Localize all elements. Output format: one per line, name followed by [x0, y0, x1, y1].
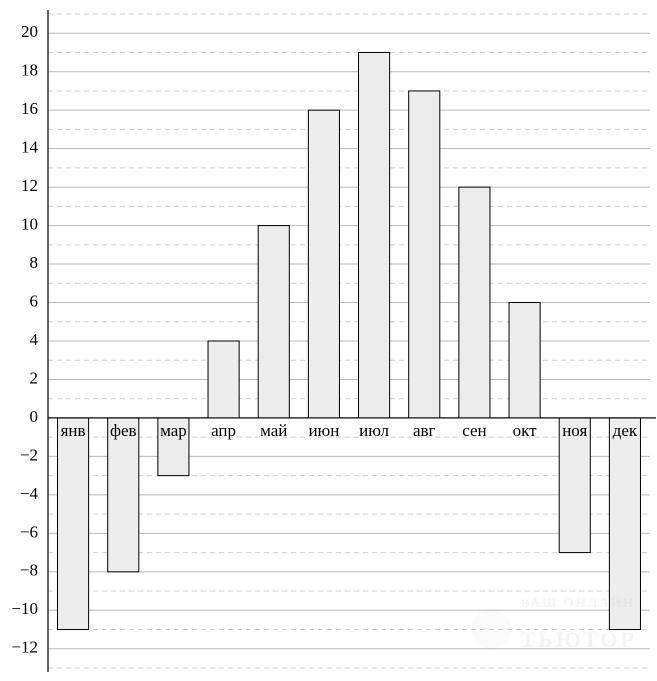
- y-tick-label: −12: [11, 638, 38, 657]
- bar: [108, 418, 139, 572]
- x-tick-label: янв: [61, 421, 86, 440]
- y-tick-label: 20: [21, 22, 38, 41]
- y-tick-label: 14: [21, 138, 39, 157]
- y-tick-label: 18: [21, 61, 38, 80]
- bar: [208, 341, 239, 418]
- y-tick-label: −6: [20, 522, 38, 541]
- x-tick-label: авг: [413, 421, 436, 440]
- y-tick-label: −10: [11, 599, 38, 618]
- x-tick-label: дек: [613, 421, 638, 440]
- x-tick-label: май: [260, 421, 287, 440]
- y-tick-label: 10: [21, 214, 38, 233]
- x-tick-label: мар: [160, 421, 187, 440]
- y-tick-label: −4: [20, 484, 39, 503]
- y-tick-label: 0: [30, 407, 39, 426]
- y-tick-label: 2: [30, 368, 39, 387]
- bar: [609, 418, 640, 630]
- bar: [258, 226, 289, 418]
- bar: [308, 110, 339, 418]
- y-tick-label: 12: [21, 176, 38, 195]
- x-tick-label: окт: [513, 421, 538, 440]
- chart-svg: −12 −10 −8 −6 −4 −2 0 2 4 6 8 10 12 14 16 18 20 янв фев мар…: [0, 0, 657, 681]
- x-tick-label: сен: [462, 421, 486, 440]
- x-tick-label: апр: [211, 421, 236, 440]
- y-tick-label: 8: [30, 253, 39, 272]
- bar: [509, 303, 540, 418]
- temperature-bar-chart: −12 −10 −8 −6 −4 −2 0 2 4 6 8 10 12 14 16 18 20 янв фев мар…: [0, 0, 657, 681]
- x-tick-label: фев: [110, 421, 137, 440]
- bar: [58, 418, 89, 630]
- bar: [359, 52, 390, 417]
- y-tick-label: −8: [20, 561, 38, 580]
- y-tick-label: 6: [30, 291, 39, 310]
- y-tick-label: 4: [30, 330, 39, 349]
- bar: [409, 91, 440, 418]
- bar: [459, 187, 490, 418]
- x-tick-label: июл: [359, 421, 389, 440]
- y-tick-label: 16: [21, 99, 38, 118]
- x-tick-label: июн: [308, 421, 339, 440]
- x-tick-label: ноя: [562, 421, 587, 440]
- y-tick-label: −2: [20, 445, 38, 464]
